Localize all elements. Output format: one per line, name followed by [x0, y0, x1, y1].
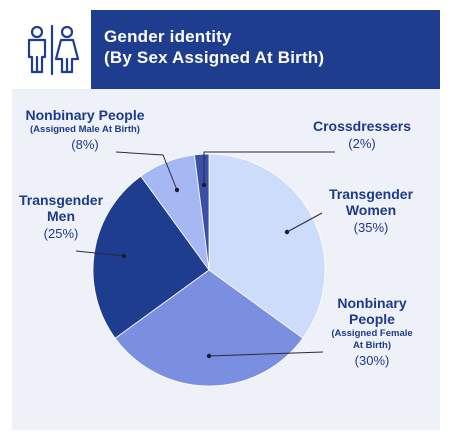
leader-dot-tm — [121, 253, 127, 259]
pie-slice-tm — [92, 175, 210, 339]
slice-label-cd: Crossdressers — [313, 118, 411, 134]
slice-label-tw: Women — [346, 202, 396, 218]
slice-label-nbf: Nonbinary — [337, 295, 406, 311]
slice-value-nbf: (30%) — [355, 353, 390, 368]
leader-line-cd — [203, 151, 335, 185]
chart-title-line1: Gender identity — [104, 27, 232, 46]
leader-line-nbm — [115, 151, 178, 191]
slice-sublabel-nbf: (Assigned Female — [331, 328, 412, 339]
slice-label-nbm: Nonbinary People — [25, 107, 144, 123]
pie-slices — [92, 153, 326, 387]
slice-value-cd: (2%) — [348, 136, 375, 151]
slice-labels: TransgenderWomen(35%)NonbinaryPeople(Ass… — [19, 107, 414, 368]
slice-value-tm: (25%) — [44, 226, 79, 241]
slice-sublabel-nbf: At Birth) — [353, 340, 391, 351]
chart-title: Gender identity (By Sex Assigned At Birt… — [104, 26, 324, 68]
slice-value-tw: (35%) — [354, 220, 389, 235]
leader-line-tm — [75, 250, 125, 257]
slice-label-tm: Transgender — [19, 192, 104, 208]
slice-label-tm: Men — [47, 208, 75, 224]
slice-label-nbf: People — [349, 311, 395, 327]
slice-value-nbm: (8%) — [71, 137, 98, 152]
leader-line-tw — [286, 212, 323, 233]
leader-line-nbf — [208, 351, 324, 357]
leader-lines — [75, 151, 335, 359]
slice-sublabel-nbm: (Assigned Male At Birth) — [30, 124, 140, 135]
restroom-icon-box — [12, 10, 91, 89]
restroom-male-female-icon — [27, 24, 79, 75]
leader-dot-tw — [284, 229, 290, 235]
leader-dot-cd — [201, 182, 207, 188]
leader-dot-nbm — [174, 187, 180, 193]
pie-slice-nbf — [114, 269, 304, 387]
slice-label-tw: Transgender — [329, 186, 414, 202]
leader-dot-nbf — [206, 353, 212, 359]
chart-title-line2: (By Sex Assigned At Birth) — [104, 48, 325, 67]
pie-slice-cd — [194, 153, 210, 271]
pie-slice-tw — [208, 153, 326, 339]
